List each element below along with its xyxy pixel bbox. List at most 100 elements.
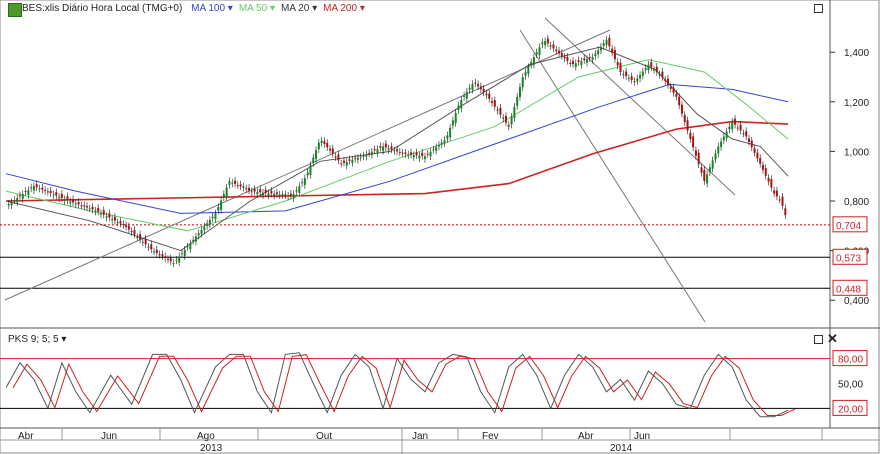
candle-body <box>315 150 318 160</box>
candle-body <box>599 46 602 51</box>
candle-body <box>24 191 27 193</box>
candle-body <box>105 216 108 218</box>
candle-body <box>281 194 284 196</box>
price-marker-box <box>832 216 868 233</box>
candle-body <box>261 192 264 196</box>
candle-body <box>144 238 147 245</box>
candle-body <box>169 258 172 262</box>
candle-body <box>301 182 304 184</box>
candle-body <box>55 192 58 196</box>
candle-body <box>747 138 750 142</box>
candle-body <box>320 140 323 143</box>
candle-body <box>675 93 678 97</box>
candle-body <box>655 66 658 73</box>
maximize-oscillator-icon[interactable] <box>814 335 823 344</box>
candle-body <box>457 105 460 111</box>
candle-body <box>72 199 75 203</box>
candle-body <box>208 220 211 225</box>
candle-body <box>63 199 66 201</box>
candle-body <box>661 71 664 77</box>
candle-body <box>689 132 692 139</box>
candle-body <box>767 177 770 182</box>
candle-body <box>136 236 139 238</box>
candle-body <box>250 191 253 193</box>
candle-body <box>7 203 10 206</box>
candle-body <box>88 208 91 210</box>
candle-body <box>253 188 256 192</box>
candle-body <box>421 152 424 157</box>
candle-body <box>722 136 725 141</box>
candle-body <box>376 149 379 154</box>
maximize-icon[interactable] <box>814 4 823 13</box>
candle-body <box>365 154 368 157</box>
indicator-2[interactable]: MA 20 ▾ <box>280 3 318 14</box>
candle-body <box>753 148 756 153</box>
close-icon[interactable]: ✕ <box>827 331 838 346</box>
candle-body <box>139 234 142 240</box>
candle-body <box>270 190 273 194</box>
candle-body <box>669 86 672 89</box>
candle-body <box>541 42 544 45</box>
candle-body <box>630 76 633 80</box>
candle-body <box>496 109 499 111</box>
indicator-1[interactable]: MA 50 ▾ <box>238 3 275 14</box>
osc-level-label: 20,00 <box>838 404 863 415</box>
price-tick-label: 1,000 <box>844 147 869 158</box>
candle-body <box>563 56 566 59</box>
candle-body <box>731 121 734 130</box>
candle-body <box>186 246 189 248</box>
candle-body <box>583 58 586 61</box>
candle-body <box>488 93 491 99</box>
candle-body <box>683 114 686 123</box>
price-tick-label: 0,800 <box>844 197 869 208</box>
candle-body <box>158 254 161 256</box>
candle-body <box>74 203 77 205</box>
candle-body <box>348 159 351 161</box>
candle-body <box>155 249 158 254</box>
candle-body <box>267 193 270 196</box>
candle-body <box>446 135 449 139</box>
candle-body <box>32 186 35 191</box>
trend-line <box>544 17 736 196</box>
candle-body <box>627 77 630 79</box>
candle-body <box>465 91 468 99</box>
oscillator-legend[interactable]: PKS 9; 5; 5 ▾ <box>8 334 67 345</box>
candle-body <box>639 75 642 79</box>
candle-body <box>102 210 105 215</box>
candle-body <box>672 87 675 93</box>
candle-body <box>694 150 697 156</box>
candle-body <box>141 241 144 243</box>
candle-body <box>577 60 580 63</box>
candle-body <box>220 200 223 210</box>
candle-body <box>273 193 276 196</box>
candle-body <box>605 39 608 45</box>
candle-body <box>686 120 689 131</box>
candle-body <box>256 191 259 195</box>
indicator-0[interactable]: MA 100 ▾ <box>191 3 233 14</box>
candle-body <box>303 178 306 186</box>
trend-line <box>4 29 611 301</box>
candle-body <box>678 96 681 106</box>
candle-body <box>552 44 555 49</box>
candle-body <box>41 187 44 190</box>
candle-body <box>775 190 778 197</box>
candle-body <box>326 142 329 148</box>
candle-body <box>504 115 507 123</box>
ma200-line <box>5 120 789 202</box>
candle-body <box>608 37 611 47</box>
candle-body <box>407 154 410 156</box>
osc-level-box <box>832 350 868 367</box>
month-label: Jun <box>101 431 117 442</box>
symbol-title[interactable]: BES:xlis Diário Hora Local (TMG+0) <box>22 3 183 14</box>
candle-body <box>482 88 485 93</box>
indicator-3[interactable]: MA 200 ▾ <box>323 3 365 14</box>
candle-body <box>234 180 237 184</box>
candle-body <box>80 205 83 207</box>
candle-body <box>784 208 787 216</box>
candle-body <box>410 152 413 155</box>
candle-body <box>560 53 563 56</box>
month-label: Abr <box>578 431 594 442</box>
candle-body <box>242 186 245 188</box>
price-marker-label: 0,704 <box>836 221 861 232</box>
